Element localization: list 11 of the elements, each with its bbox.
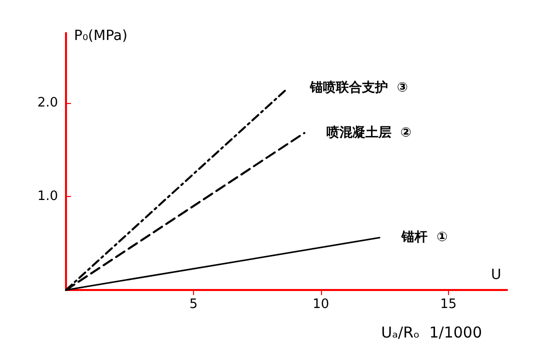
series-label: 锚杆 ① [400,230,448,246]
y-axis-title: P₀(MPa) [74,28,128,44]
series-label: 锚喷联合支护 ③ [308,80,408,96]
series-label: 喷混凝土层 ② [326,125,412,140]
y-tick-label: 1.0 [37,189,58,204]
y-tick-label: 2.0 [37,96,58,111]
text: Uₐ/Rₒ 1/1000 [381,324,482,342]
x-tick-label: 15 [440,297,457,312]
x-tick-label: 10 [312,297,330,312]
x-tick-label: 5 [189,297,198,312]
x-axis-title: U [491,267,502,283]
